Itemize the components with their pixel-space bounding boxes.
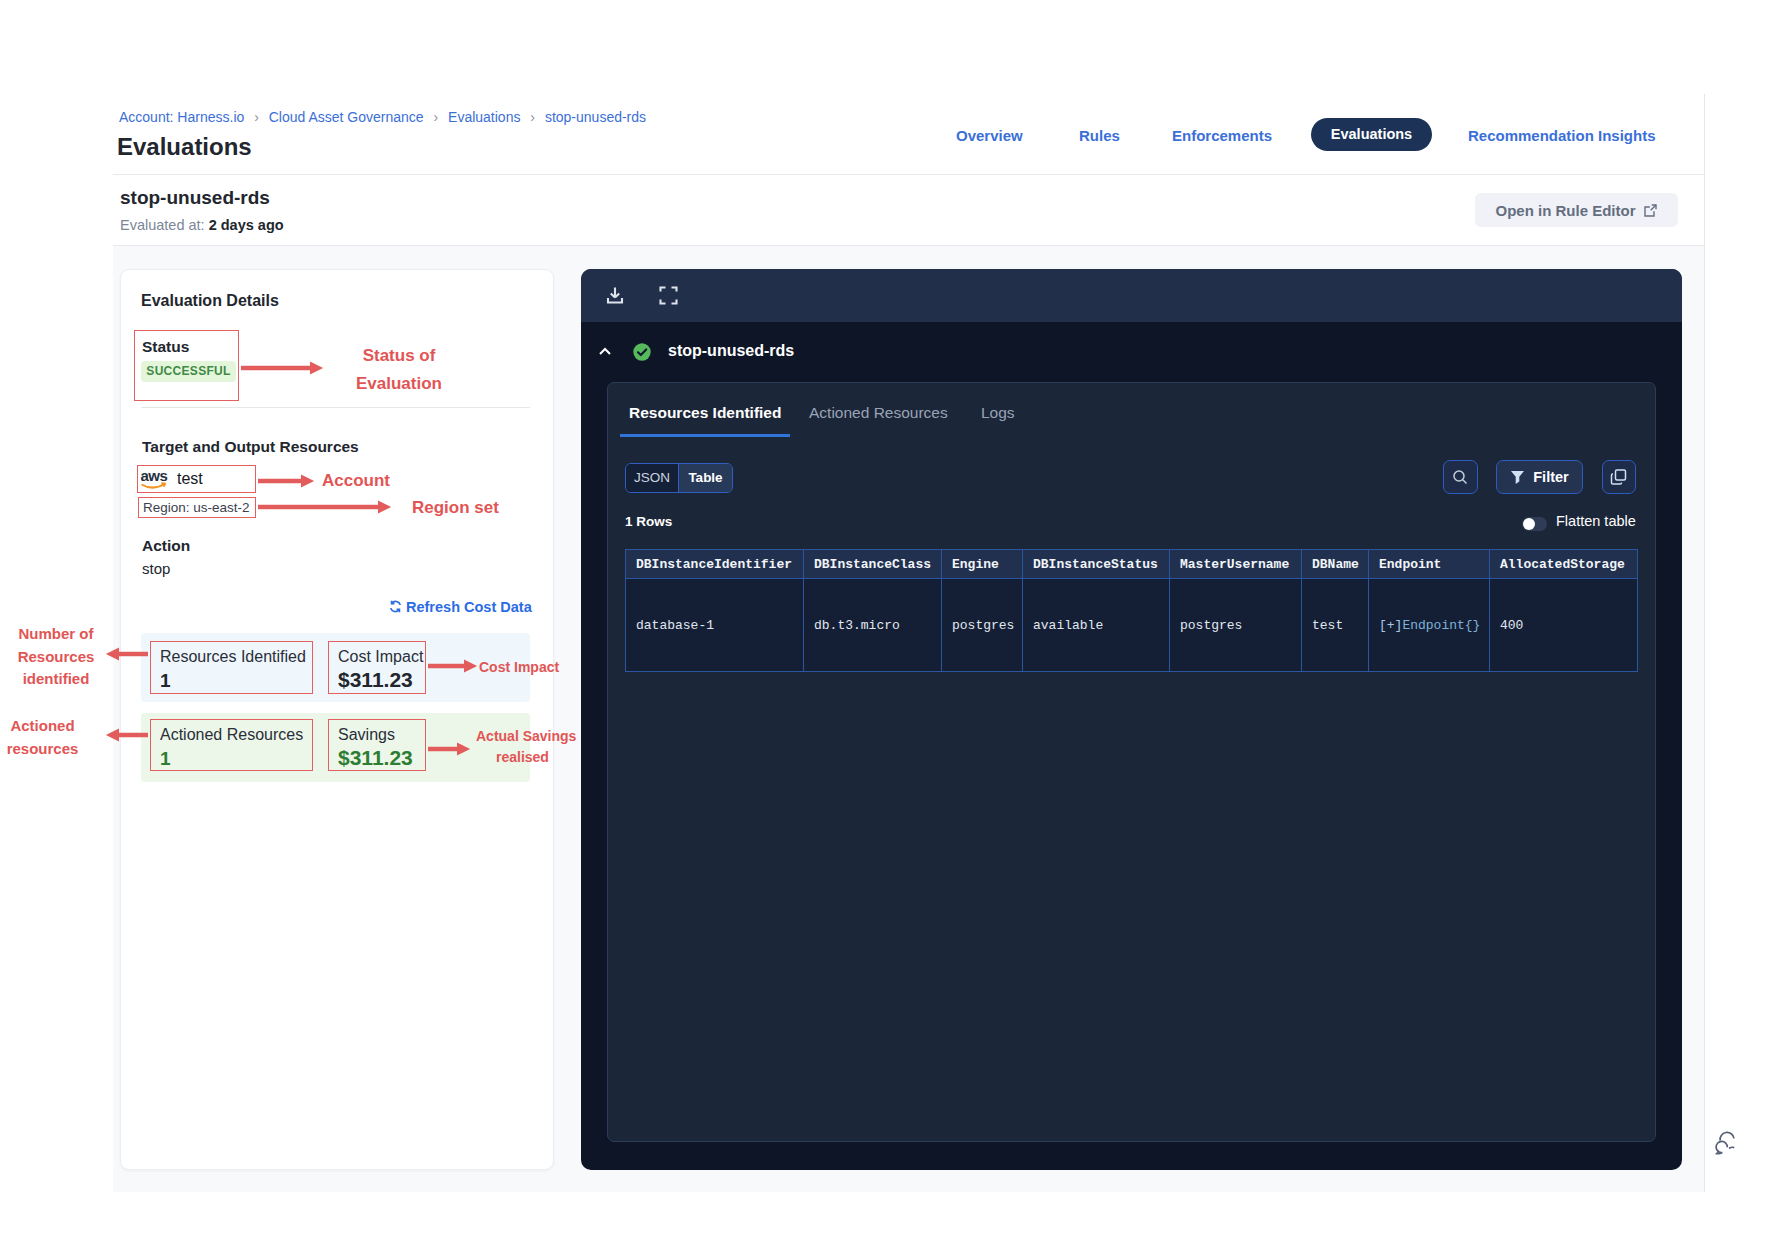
svg-text:aws: aws	[141, 467, 168, 484]
